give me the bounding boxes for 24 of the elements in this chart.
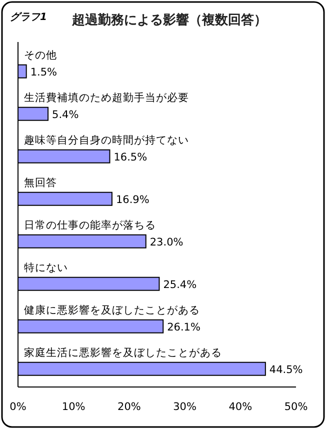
x-tick-label: 30%: [173, 401, 196, 413]
x-tick-label: 40%: [228, 401, 252, 413]
y-tick-label: 日常の仕事の能率が落ちる: [24, 218, 156, 232]
y-tick-label: 無回答: [24, 176, 57, 189]
data-label: 26.1%: [167, 321, 200, 334]
data-label: 16.9%: [116, 194, 150, 206]
x-tick-label: 50%: [284, 401, 308, 413]
x-tick-label: 0%: [10, 401, 26, 413]
y-tick-label: その他: [24, 49, 57, 62]
y-tick-label: 特にない: [24, 262, 68, 274]
chart-title: 超過勤務による影響（複数回答）: [71, 12, 267, 28]
x-tick-label: 20%: [118, 401, 141, 413]
data-label: 5.4%: [52, 108, 79, 121]
data-label: 44.5%: [269, 364, 303, 376]
data-label: 23.0%: [150, 236, 184, 248]
text: グラフ1: [10, 11, 47, 23]
x-tick-label: 10%: [62, 401, 86, 413]
y-tick-label: 生活費補填のため超勤手当が必要: [24, 90, 189, 104]
y-tick-label: 家庭生活に悪影響を及ぼしたことがある: [24, 346, 222, 359]
y-tick-label: 健康に悪影響を及ぼしたことがある: [24, 303, 200, 316]
data-label: 1.5%: [30, 66, 58, 78]
data-label: 25.4%: [163, 278, 197, 291]
y-tick-label: 趣味等自分自身の時間が持てない: [24, 133, 189, 146]
data-label: 16.5%: [114, 151, 148, 164]
